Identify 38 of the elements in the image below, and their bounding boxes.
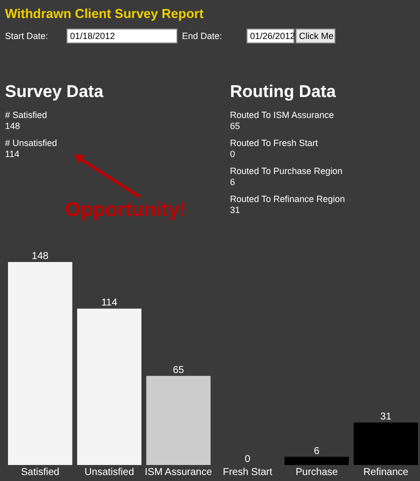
text: Routed To ISM Assurance bbox=[230, 110, 334, 120]
text: 65 bbox=[230, 121, 240, 131]
bar bbox=[284, 456, 349, 465]
data-label: 6 bbox=[314, 446, 320, 457]
text: 148 bbox=[5, 121, 20, 131]
text: 31 bbox=[230, 205, 240, 215]
bar bbox=[8, 262, 72, 465]
text: 01/26/2012 bbox=[250, 31, 296, 41]
x-tick-label: Unsatisfied bbox=[84, 467, 134, 478]
text: 6 bbox=[230, 177, 236, 187]
x-tick-label: Fresh Start bbox=[222, 467, 273, 478]
data-label: 148 bbox=[32, 251, 49, 262]
x-tick-label: Purchase bbox=[296, 467, 338, 478]
text: Survey Data bbox=[5, 82, 104, 101]
text: Routed To Purchase Region bbox=[230, 166, 342, 176]
x-tick-label: Satisfied bbox=[20, 467, 60, 478]
text: Opportunity! bbox=[65, 199, 186, 221]
chart-title: Withdrawn Client Survey Report bbox=[5, 6, 204, 21]
text: 0 bbox=[230, 149, 236, 159]
text: 114 bbox=[5, 149, 20, 159]
bar bbox=[77, 308, 142, 465]
data-label: 65 bbox=[172, 364, 184, 376]
text: Start Date: bbox=[5, 31, 48, 41]
x-tick-label: ISM Assurance bbox=[144, 467, 212, 478]
bar bbox=[146, 376, 211, 465]
text: Routed To Refinance Region bbox=[230, 194, 345, 204]
bar bbox=[354, 422, 418, 465]
data-label: 31 bbox=[380, 411, 392, 422]
text: 01/18/2012 bbox=[70, 31, 116, 41]
text: # Satisfied bbox=[5, 110, 48, 120]
data-label: 114 bbox=[101, 298, 118, 309]
text: Routed To Fresh Start bbox=[230, 138, 318, 148]
text: # Unsatisfied bbox=[5, 138, 58, 148]
data-label: 0 bbox=[244, 454, 251, 465]
x-tick-label: Refinance bbox=[363, 467, 409, 478]
text: End Date: bbox=[182, 31, 222, 41]
text: Click Me bbox=[299, 31, 334, 41]
text: Routing Data bbox=[230, 82, 336, 101]
